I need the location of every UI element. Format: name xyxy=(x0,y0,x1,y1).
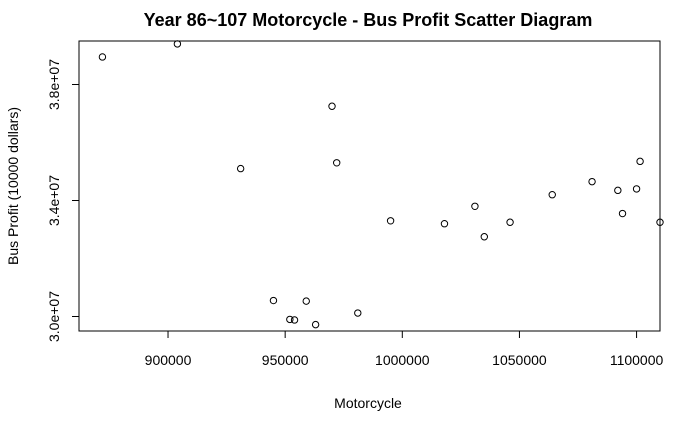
data-point xyxy=(632,185,641,193)
data-point xyxy=(440,220,449,228)
y-axis-label: Bus Profit (10000 dollars) xyxy=(5,107,21,265)
data-point xyxy=(506,218,514,226)
data-point xyxy=(286,315,294,324)
data-point xyxy=(548,191,556,199)
data-point xyxy=(311,320,320,329)
x-axis: 900000 950000 1000000 1050000 1100000 xyxy=(145,331,664,368)
data-point xyxy=(656,218,664,226)
data-point xyxy=(98,53,107,61)
x-tick-label: 1000000 xyxy=(375,352,430,368)
y-tick-label: 3.4e+07 xyxy=(46,175,62,226)
data-point xyxy=(290,316,299,324)
data-points xyxy=(98,40,664,329)
data-point xyxy=(386,217,395,225)
data-point xyxy=(480,233,488,241)
data-point xyxy=(588,177,596,186)
data-point xyxy=(302,297,310,305)
data-point xyxy=(614,186,622,195)
data-point xyxy=(236,164,245,173)
data-point xyxy=(636,157,644,166)
plot-frame xyxy=(78,40,661,332)
data-point xyxy=(354,309,362,317)
data-point xyxy=(471,202,479,211)
x-tick-label: 1100000 xyxy=(610,352,664,368)
x-tick-label: 900000 xyxy=(145,352,192,368)
y-axis: 3.0e+07 3.4e+07 3.8e+07 xyxy=(46,59,79,342)
x-tick-label: 1050000 xyxy=(492,352,547,368)
y-tick-label: 3.0e+07 xyxy=(46,291,62,342)
y-tick-label: 3.8e+07 xyxy=(46,59,62,110)
chart-title: Year 86~107 Motorcycle - Bus Profit Scat… xyxy=(144,10,593,30)
data-point xyxy=(269,296,278,305)
data-point xyxy=(618,209,627,218)
data-point xyxy=(333,159,341,167)
data-point xyxy=(328,102,336,110)
x-tick-label: 950000 xyxy=(262,352,309,368)
x-axis-label: Motorcycle xyxy=(334,395,402,411)
data-point xyxy=(173,40,182,48)
